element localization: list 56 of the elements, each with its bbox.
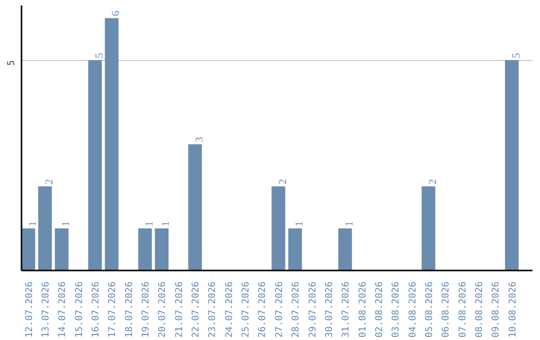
bar [288, 228, 302, 270]
data-label: 1 [144, 221, 156, 226]
x-tick-label: 27.07.2026 [274, 281, 285, 338]
bar [104, 18, 119, 270]
x-tick-label: 07.08.2026 [457, 281, 468, 338]
data-label: 5 [94, 52, 106, 58]
bar [138, 228, 152, 270]
x-tick-label: 20.07.2026 [157, 281, 168, 338]
bar [54, 228, 69, 270]
data-label: 2 [278, 179, 289, 184]
x-tick-label: 22.07.2026 [190, 281, 202, 338]
x-tick-label: 03.08.2026 [390, 281, 402, 338]
data-label: 1 [28, 221, 39, 226]
x-tick-label: 19.07.2026 [140, 281, 152, 338]
x-tick-label: 10.08.2026 [507, 281, 518, 338]
bar [154, 228, 169, 270]
bar [272, 186, 286, 270]
data-label: 2 [44, 179, 56, 184]
x-tick-label: 08.08.2026 [474, 281, 485, 338]
x-tick-label: 21.07.2026 [174, 281, 185, 338]
x-tick-label: 02.08.2026 [374, 281, 385, 338]
bar [338, 228, 352, 270]
x-tick-label: 29.07.2026 [307, 281, 318, 338]
x-tick-label: 14.07.2026 [57, 281, 68, 338]
data-label: 3 [194, 136, 206, 142]
bar [88, 60, 102, 270]
x-tick-label: 25.07.2026 [240, 281, 252, 338]
bar [504, 60, 519, 270]
x-tick-label: 17.07.2026 [107, 281, 118, 338]
x-tick-label: 12.07.2026 [24, 281, 35, 338]
x-tick-label: 09.08.2026 [490, 281, 502, 338]
bar [38, 186, 52, 270]
x-tick-label: 13.07.2026 [40, 281, 52, 338]
data-label: 1 [294, 221, 306, 226]
bar [188, 144, 202, 270]
bar [22, 228, 36, 270]
x-tick-label: 23.07.2026 [207, 281, 218, 338]
x-tick-label: 06.08.2026 [440, 281, 452, 338]
data-label: 1 [61, 221, 72, 226]
data-label: 6 [111, 10, 122, 16]
x-tick-label: 31.07.2026 [340, 281, 352, 338]
x-tick-label: 04.08.2026 [407, 281, 418, 338]
x-tick-label: 01.08.2026 [357, 281, 368, 338]
data-label: 2 [428, 179, 439, 184]
data-label: 5 [511, 52, 522, 58]
x-tick-label: 30.07.2026 [324, 281, 335, 338]
x-tick-label: 16.07.2026 [90, 281, 102, 338]
x-tick-label: 15.07.2026 [74, 281, 85, 338]
bar [422, 186, 436, 270]
x-tick-label: 24.07.2026 [224, 281, 235, 338]
data-label: 1 [344, 221, 356, 226]
x-tick-label: 28.07.2026 [290, 281, 302, 338]
x-tick-label: 26.07.2026 [257, 281, 268, 338]
x-tick-label: 18.07.2026 [124, 281, 135, 338]
x-tick-label: 05.08.2026 [424, 281, 435, 338]
data-label: 1 [161, 221, 172, 226]
